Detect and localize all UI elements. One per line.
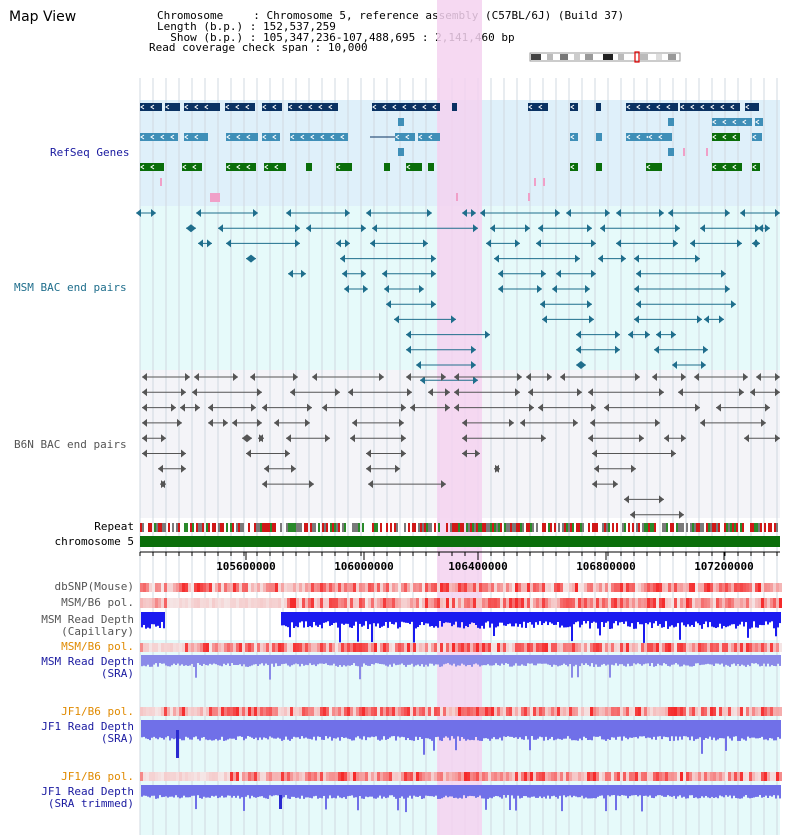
gene-feature[interactable] — [306, 163, 312, 171]
gene-feature[interactable] — [626, 103, 678, 111]
gene-feature[interactable] — [398, 118, 404, 126]
msm-b6-pol-label[interactable]: MSM/B6 pol. — [61, 596, 134, 609]
refseq-genes[interactable] — [140, 103, 763, 202]
b6n-bac-end-pairs[interactable] — [142, 373, 780, 519]
gene-feature[interactable] — [210, 193, 220, 202]
gene-feature[interactable] — [226, 133, 258, 141]
page-title: Map View — [9, 9, 77, 25]
gene-feature[interactable] — [452, 103, 457, 111]
msm-depth-sra-line2: (SRA) — [100, 667, 134, 680]
gene-feature[interactable] — [668, 148, 674, 156]
gene-feature[interactable] — [680, 103, 740, 111]
msm-depth-sra-line1: MSM Read Depth — [41, 655, 134, 668]
gene-feature[interactable] — [570, 163, 578, 171]
gene-feature[interactable] — [182, 163, 202, 171]
gene-feature[interactable] — [528, 103, 548, 111]
span-value: 10,000 — [327, 41, 368, 54]
repeat-track[interactable] — [140, 523, 778, 532]
chromosome-label: Chromosome — [157, 9, 224, 22]
highlight-region[interactable] — [437, 0, 482, 835]
refseq-track-label[interactable]: RefSeq Genes — [50, 146, 130, 159]
coordinate-axis: 105600000 106000000 106400000 106800000 1072… — [139, 551, 780, 573]
gene-feature[interactable] — [755, 118, 763, 126]
chromosome-bar[interactable] — [140, 536, 780, 547]
chromosome-track-label: chromosome 5 — [54, 535, 134, 548]
gene-feature[interactable] — [288, 103, 338, 111]
axis-tick-label: 106000000 — [334, 560, 394, 573]
jf1-depth-trim-line2: (SRA trimmed) — [47, 797, 134, 810]
gene-feature[interactable] — [226, 163, 256, 171]
gene-feature[interactable] — [745, 103, 759, 111]
msm-depth-sra-label[interactable]: MSM Read Depth (SRA) — [0, 656, 134, 680]
span-label: Read coverage check span — [149, 41, 308, 54]
length-value: 152,537,259 — [262, 20, 336, 33]
gene-feature[interactable] — [184, 133, 208, 141]
dbsnp-track-label[interactable]: dbSNP(Mouse) — [54, 580, 134, 593]
msm-depth-capillary-line1: MSM Read Depth — [41, 613, 134, 626]
gene-feature[interactable] — [712, 133, 740, 141]
chromosome-ideogram[interactable] — [529, 51, 681, 63]
gene-feature[interactable] — [395, 133, 415, 141]
gene-feature[interactable] — [384, 163, 390, 171]
gene-feature[interactable] — [570, 133, 578, 141]
gene-feature[interactable] — [336, 163, 352, 171]
gene-feature[interactable] — [712, 118, 752, 126]
jf1-depth-sra-line1: JF1 Read Depth — [41, 720, 134, 733]
gene-feature[interactable] — [596, 103, 601, 111]
msm-bac-track-label[interactable]: MSM BAC end pairs — [14, 281, 127, 294]
jf1-b6-pol-label[interactable]: JF1/B6 pol. — [61, 705, 134, 718]
heat-tracks[interactable] — [140, 583, 782, 781]
jf1-depth-trim-line1: JF1 Read Depth — [41, 785, 134, 798]
gene-feature[interactable] — [140, 163, 164, 171]
show-value: 105,347,236-107,488,695 : 2,141,460 bp — [262, 31, 515, 44]
msm-depth-capillary-label[interactable]: MSM Read Depth (Capillary) — [0, 614, 134, 638]
jf1-b6-pol-trim-label[interactable]: JF1/B6 pol. — [61, 770, 134, 783]
jf1-depth-sra-line2: (SRA) — [100, 732, 134, 745]
gene-feature[interactable] — [648, 133, 672, 141]
gene-feature[interactable] — [570, 103, 578, 111]
jf1-depth-trim-label[interactable]: JF1 Read Depth (SRA trimmed) — [0, 786, 134, 810]
gene-feature[interactable] — [262, 133, 280, 141]
gene-feature[interactable] — [752, 133, 762, 141]
repeat-track-label: Repeat — [94, 520, 134, 533]
depth-tracks[interactable] — [141, 612, 781, 813]
b6n-bac-track-label[interactable]: B6N BAC end pairs — [14, 438, 127, 451]
gene-feature[interactable] — [290, 133, 348, 141]
gene-feature[interactable] — [668, 118, 674, 126]
gene-feature[interactable] — [165, 103, 180, 111]
length-label: Length (b.p.) — [157, 20, 244, 33]
gene-feature[interactable] — [225, 103, 255, 111]
gene-feature[interactable] — [406, 163, 422, 171]
gene-feature[interactable] — [398, 148, 404, 156]
gene-feature[interactable] — [712, 163, 742, 171]
span-info: Read coverage check span : 10,000 — [149, 41, 368, 54]
gene-feature[interactable] — [262, 103, 282, 111]
gene-feature[interactable] — [596, 133, 602, 141]
axis-tick-label: 105600000 — [216, 560, 276, 573]
gene-feature[interactable] — [184, 103, 220, 111]
jf1-depth-sra-label[interactable]: JF1 Read Depth (SRA) — [0, 721, 134, 745]
show-label: Show (b.p.) — [170, 31, 244, 44]
axis-tick-label: 106800000 — [576, 560, 636, 573]
axis-tick-label: 106400000 — [448, 560, 508, 573]
msm-bac-end-pairs[interactable] — [136, 209, 780, 385]
gene-feature[interactable] — [372, 103, 440, 111]
axis-tick-label: 107200000 — [694, 560, 754, 573]
gene-feature[interactable] — [752, 163, 760, 171]
msm-depth-capillary-line2: (Capillary) — [61, 625, 134, 638]
gene-feature[interactable] — [428, 163, 434, 171]
msm-b6-pol-sra-label[interactable]: MSM/B6 pol. — [61, 640, 134, 653]
gene-feature[interactable] — [140, 133, 178, 141]
gene-feature[interactable] — [596, 163, 602, 171]
gene-feature[interactable] — [646, 163, 662, 171]
